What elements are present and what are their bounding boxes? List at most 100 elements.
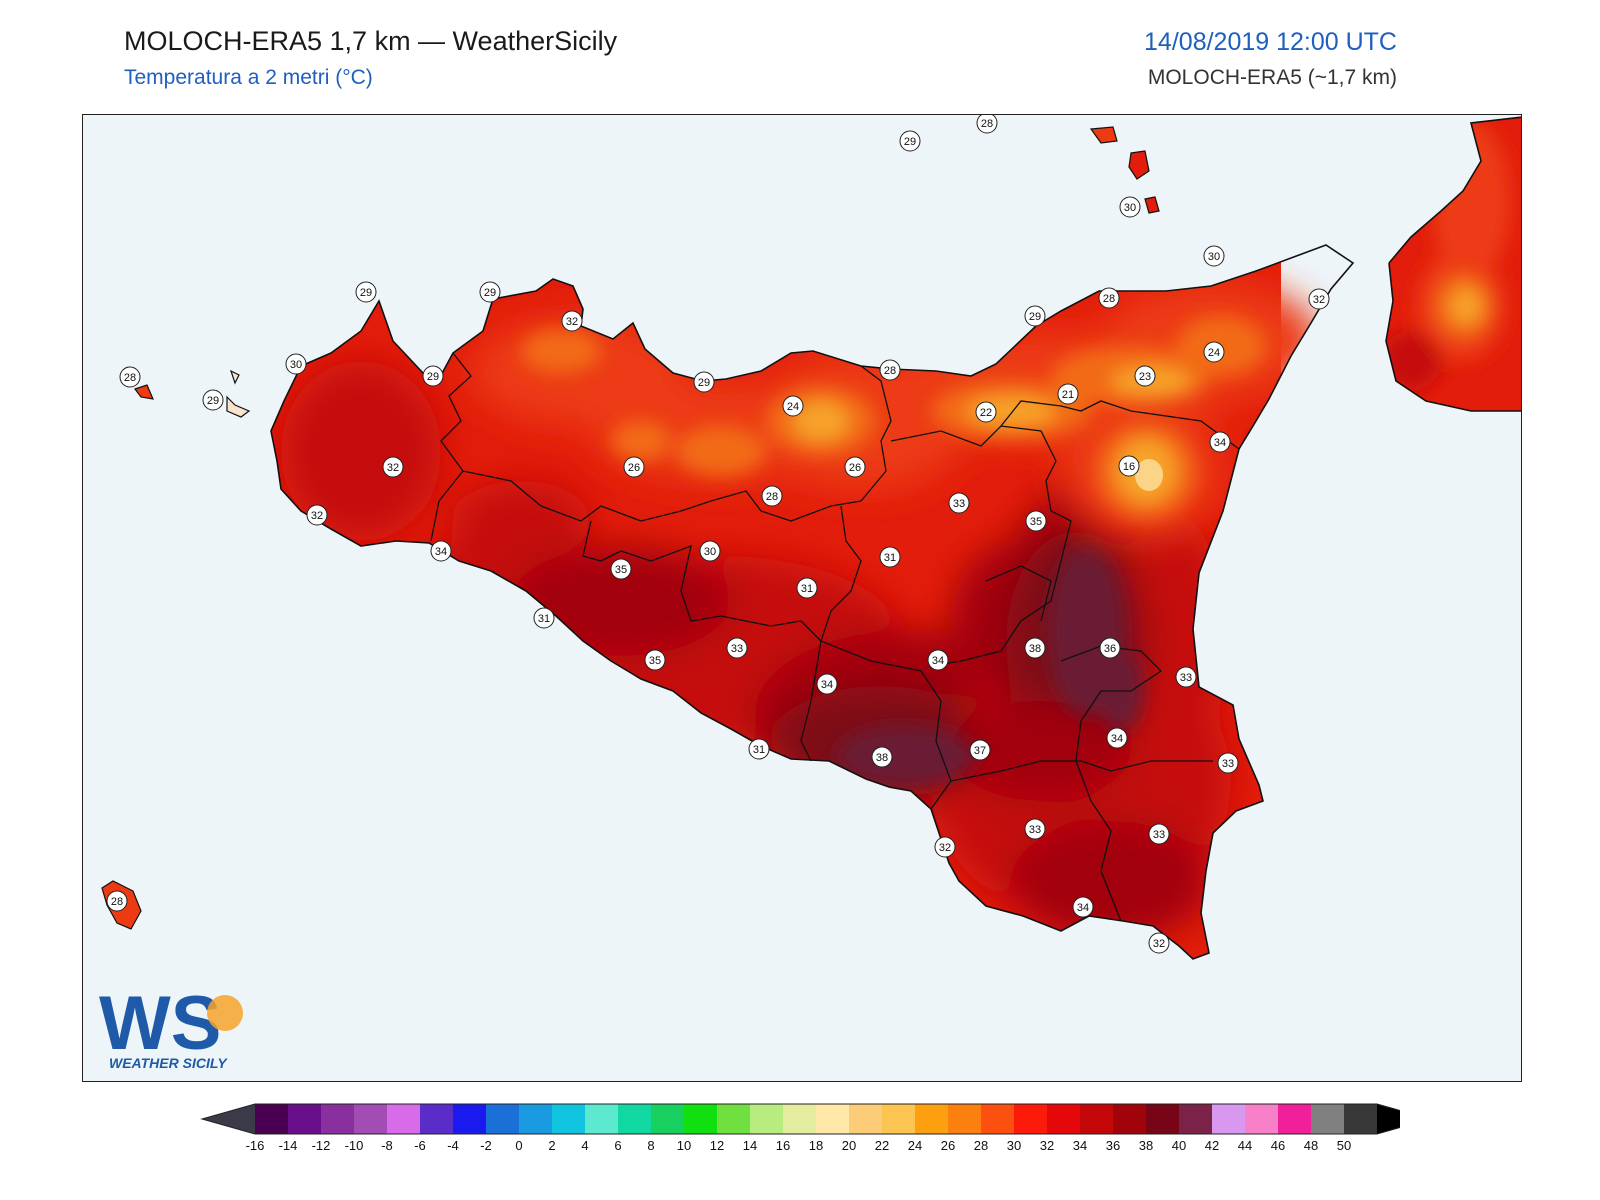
station-value: 31 [538, 613, 550, 625]
colorbar-tick-label: -14 [279, 1138, 298, 1153]
station-value: 16 [1123, 461, 1135, 473]
station-value: 31 [884, 552, 896, 564]
station-circle [1175, 666, 1197, 688]
station-value: 30 [290, 359, 302, 371]
colorbar-tick-label: 42 [1205, 1138, 1219, 1153]
station-circle [693, 371, 715, 393]
colorbar-cell [1080, 1104, 1114, 1134]
colorbar-cell [948, 1104, 982, 1134]
station-value: 33 [1029, 824, 1041, 836]
colorbar-tick-label: 38 [1139, 1138, 1153, 1153]
station-value: 34 [435, 546, 447, 558]
station-marker: 24 [782, 395, 804, 417]
station-marker: 31 [533, 607, 555, 629]
colorbar-cell [585, 1104, 619, 1134]
station-marker: 33 [1148, 823, 1170, 845]
colorbar-tick-label: 8 [647, 1138, 654, 1153]
station-marker: 38 [1024, 637, 1046, 659]
station-value: 33 [953, 498, 965, 510]
station-circle [976, 115, 998, 134]
station-circle [782, 395, 804, 417]
colorbar-cell [519, 1104, 553, 1134]
station-circle [726, 637, 748, 659]
station-value: 37 [974, 745, 986, 757]
station-marker: 38 [871, 746, 893, 768]
station-value: 33 [1180, 672, 1192, 684]
station-marker: 24 [1203, 341, 1225, 363]
station-marker: 28 [761, 485, 783, 507]
station-circle [1025, 510, 1047, 532]
station-value: 28 [111, 896, 123, 908]
station-value: 30 [704, 546, 716, 558]
station-value: 28 [124, 372, 136, 384]
colorbar-tick-label: 22 [875, 1138, 889, 1153]
map-panel[interactable]: 29 28 29 30 30 32 28 29 29 32 29 28 24 23 21 22 24 34 16 30… [82, 114, 1522, 1082]
sun-icon [207, 995, 243, 1031]
station-value: 29 [698, 377, 710, 389]
colorbar-tick-label: 48 [1304, 1138, 1318, 1153]
colorbar-cell [1278, 1104, 1312, 1134]
station-circle [879, 546, 901, 568]
station-value: 38 [876, 752, 888, 764]
station-marker: 32 [1308, 288, 1330, 310]
station-value: 24 [787, 401, 799, 413]
colorbar-cell [1344, 1104, 1378, 1134]
station-markers: 29 28 29 30 30 32 28 29 29 32 29 28 24 23 21 22 24 34 16 30… [106, 115, 1330, 954]
colorbar-over-arrow [1377, 1104, 1400, 1134]
colorbar-tick-label: 20 [842, 1138, 856, 1153]
station-value: 33 [731, 643, 743, 655]
colorbar-cells [200, 1103, 1400, 1135]
station-value: 32 [387, 462, 399, 474]
colorbar-cell [750, 1104, 784, 1134]
colorbar-cell [915, 1104, 949, 1134]
colorbar-tick-label: 26 [941, 1138, 955, 1153]
station-circle [1119, 196, 1141, 218]
station-circle [479, 281, 501, 303]
colorbar-tick-label: 32 [1040, 1138, 1054, 1153]
station-value: 24 [1208, 347, 1220, 359]
station-value: 35 [1030, 516, 1042, 528]
station-circle [1148, 823, 1170, 845]
station-value: 32 [1153, 938, 1165, 950]
station-marker: 28 [976, 115, 998, 134]
colorbar-outline [200, 1103, 1400, 1135]
station-marker: 33 [1024, 818, 1046, 840]
station-marker: 35 [610, 558, 632, 580]
colorbar-labels: -16 -14 -12 -10 -8 -6 -4 -2 0 2 4 6 8 10 12 14 16 18 20 22 2… [246, 1138, 1352, 1153]
station-value: 28 [766, 491, 778, 503]
station-circle [355, 281, 377, 303]
station-marker: 34 [1072, 896, 1094, 918]
station-marker: 28 [1098, 287, 1120, 309]
colorbar-tick-label: 30 [1007, 1138, 1021, 1153]
station-marker: 23 [1134, 365, 1156, 387]
station-marker: 32 [561, 310, 583, 332]
station-marker: 37 [969, 739, 991, 761]
colorbar-cell [321, 1104, 355, 1134]
station-circle [816, 673, 838, 695]
station-value: 28 [884, 365, 896, 377]
colorbar-cell [453, 1104, 487, 1134]
colorbar-cell [1047, 1104, 1081, 1134]
station-marker: 34 [1106, 727, 1128, 749]
station-circle [899, 130, 921, 152]
station-circle [699, 540, 721, 562]
station-circle [430, 540, 452, 562]
station-circle [202, 389, 224, 411]
logo-letters: WS [99, 981, 221, 1066]
station-value: 35 [649, 655, 661, 667]
colorbar-tick-label: 50 [1337, 1138, 1351, 1153]
map-subtitle: Temperatura a 2 metri (°C) [124, 66, 373, 89]
station-circle [533, 607, 555, 629]
station-value: 34 [821, 679, 833, 691]
station-circle [1118, 455, 1140, 477]
station-value: 26 [628, 462, 640, 474]
colorbar-cell [618, 1104, 652, 1134]
station-marker: 35 [644, 649, 666, 671]
station-marker: 31 [879, 546, 901, 568]
colorbar-tick-label: -2 [480, 1138, 492, 1153]
colorbar-tick-label: 16 [776, 1138, 790, 1153]
station-marker: 30 [1119, 196, 1141, 218]
colorbar-cell [552, 1104, 586, 1134]
colorbar-cell [816, 1104, 850, 1134]
station-value: 32 [1313, 294, 1325, 306]
